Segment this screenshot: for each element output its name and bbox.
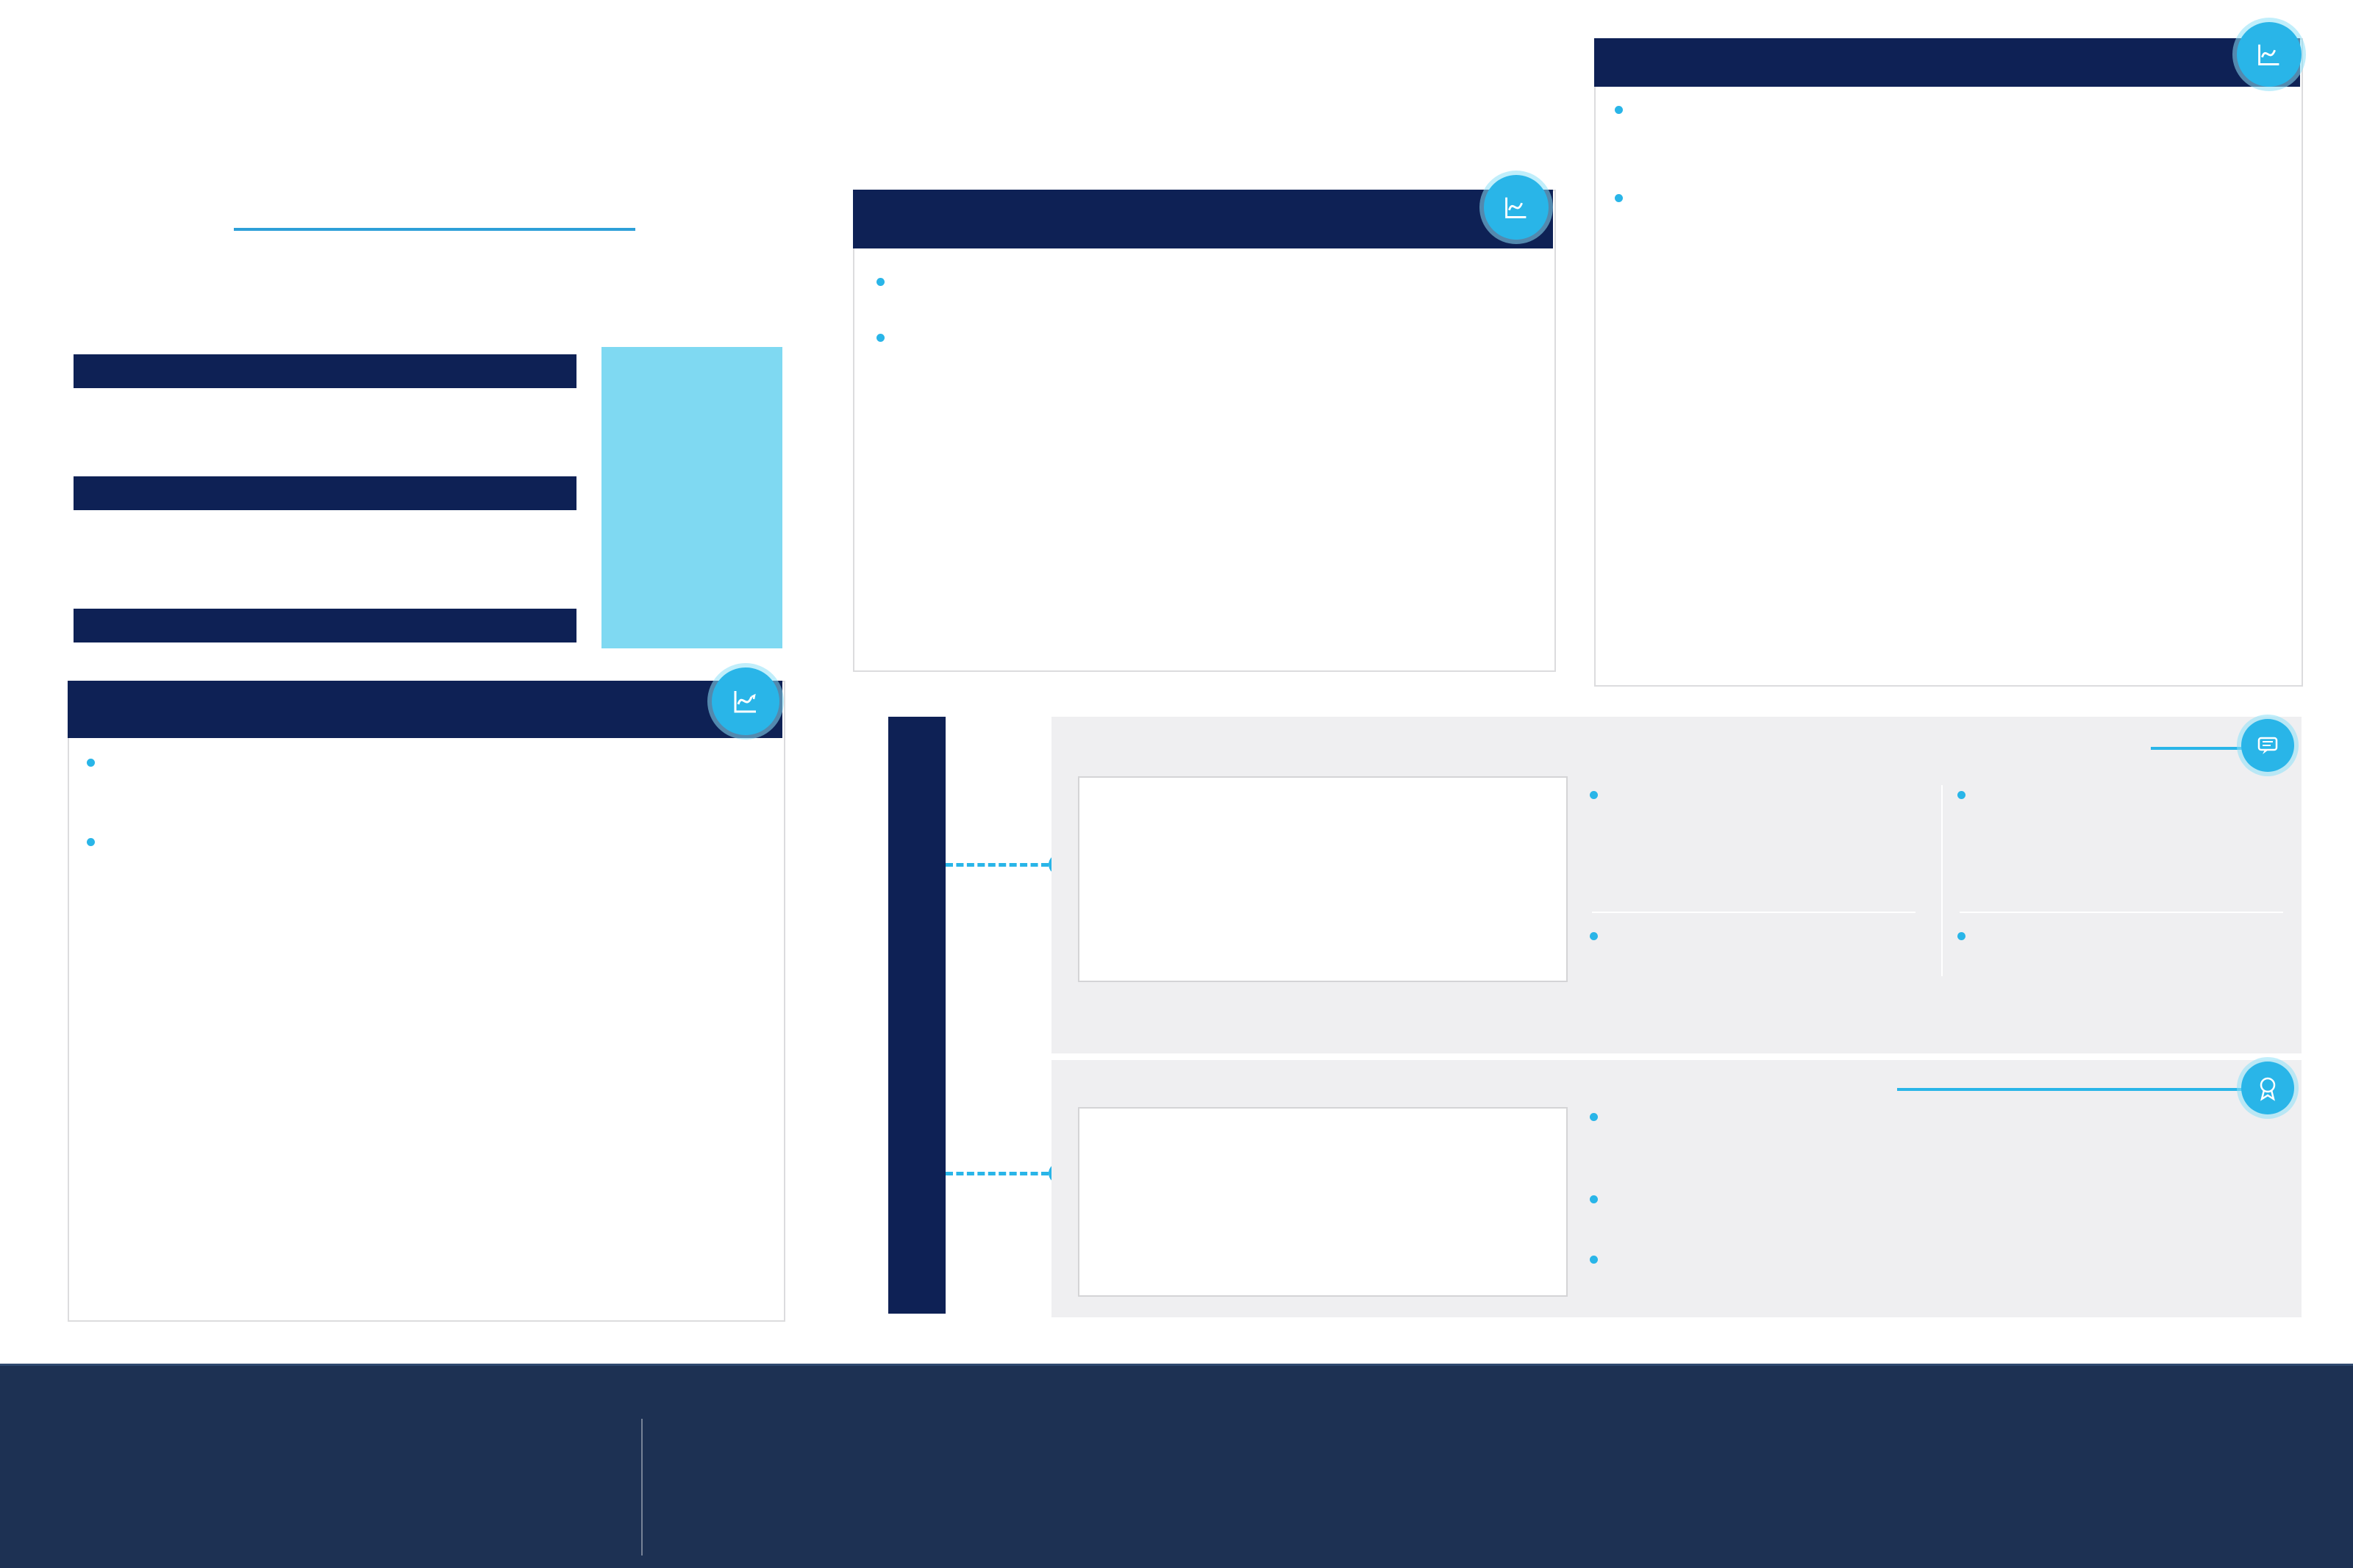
- chart-perplexity-boxplot: [1085, 797, 1210, 973]
- chart-mlm-validation-perplexity: [1122, 503, 1340, 666]
- connector-line-1: [946, 863, 1049, 867]
- chart-cluster-histogram: [1450, 797, 1560, 973]
- generation-bullet-ood: [1590, 782, 1929, 799]
- bullet-dot: [87, 838, 95, 846]
- chart-clm-validation-loss: [82, 901, 424, 1113]
- qr-code-header: [646, 85, 734, 173]
- arrow-circle-icon[interactable]: [79, 1504, 125, 1550]
- footer-divider: [641, 1419, 643, 1556]
- chart-clm-ood-perplexity: [1341, 357, 1553, 501]
- transfer-bullet-right: [1615, 185, 2288, 202]
- line-chart-glyph: [2258, 44, 2279, 65]
- award-glyph: [2260, 1077, 2276, 1101]
- bullet-dot: [1615, 106, 1623, 114]
- chart-icon: [2237, 22, 2302, 87]
- qr-code-footer: [1281, 1425, 1404, 1548]
- generation-bullet-plddt: [1590, 923, 1929, 940]
- bullet-dot: [1615, 194, 1623, 202]
- transfer-panel: [1594, 38, 2303, 687]
- scaling-bullet-2: [87, 829, 768, 846]
- chart-clm-training-loss: [882, 357, 1118, 501]
- bullet-dot: [1590, 1256, 1598, 1264]
- neurips-logo-icon: [1250, 31, 1386, 167]
- biomap-logo-icon: [751, 82, 844, 175]
- chart-icon: [712, 667, 779, 735]
- chart-clm-transfer-tokens: [1627, 279, 1950, 448]
- generation-figure: [1078, 776, 1568, 982]
- bullet-dot: [1590, 1195, 1598, 1203]
- results-band: [888, 717, 946, 1314]
- chart-mlm-validation-loss: [430, 901, 772, 1113]
- data-hungry-bullet-1: [876, 269, 1531, 286]
- contribution-1-bar: [74, 354, 576, 388]
- understanding-bullet-fluorescence: [1590, 1247, 2292, 1264]
- contribution-2-bar: [74, 476, 576, 510]
- chart-mlm-loss-flops: [1954, 451, 2297, 678]
- chart-tmscore-contour: [1315, 797, 1447, 973]
- chart-clm-loss-flops: [1954, 228, 2297, 448]
- understanding-rule: [1897, 1088, 2261, 1091]
- divider: [1960, 912, 2283, 913]
- line-chart-glyph: [1505, 197, 1527, 218]
- chat-glyph: [2257, 737, 2278, 754]
- bullet-dot: [1590, 932, 1598, 940]
- chart-clm-validation-perplexity: [1122, 357, 1340, 501]
- chart-contact-prediction: [1084, 1113, 1238, 1288]
- chart-plddt-boxplot: [1215, 797, 1310, 973]
- results-box: [601, 347, 782, 648]
- contribution-3-bar: [74, 609, 576, 642]
- molecule-icon: [662, 197, 772, 322]
- bullet-dot: [1590, 791, 1598, 799]
- understanding-figure: [1078, 1107, 1568, 1297]
- data-hungry-panel: [853, 190, 1556, 672]
- transfer-bullet-left: [1615, 97, 2288, 114]
- chart-icon: [1484, 175, 1549, 240]
- chat-icon: [2241, 719, 2294, 772]
- bullet-dot: [876, 278, 885, 286]
- footer-bar: [0, 1364, 2353, 1568]
- connector-line-2: [946, 1172, 1049, 1175]
- chart-mlm-ood-perplexity: [1341, 503, 1553, 666]
- network-decoration: [1397, 1366, 2353, 1568]
- bullet-dot: [87, 759, 95, 767]
- divider: [1941, 785, 1943, 976]
- data-hungry-header: [853, 190, 1553, 248]
- understanding-bullet-fold: [1590, 1186, 2292, 1203]
- abstract-rule: [234, 228, 635, 231]
- chart-fluorescence-prediction: [1402, 1113, 1559, 1288]
- data-hungry-bullet-2: [876, 325, 1531, 342]
- divider: [1592, 912, 1915, 913]
- badge-icon: [2241, 1062, 2294, 1114]
- generation-rule: [2151, 747, 2261, 750]
- generation-bullet-diversity: [1957, 923, 2294, 940]
- chart-optimal-model-size: [82, 1119, 424, 1311]
- scaling-law-header: [68, 681, 782, 738]
- chart-mlm-training-loss: [882, 503, 1118, 666]
- generation-bullet-foldseek: [1957, 782, 2294, 799]
- chart-optimal-data-size: [430, 1119, 772, 1311]
- bullet-dot: [1590, 1113, 1598, 1121]
- understanding-bullet-contact: [1590, 1104, 2292, 1121]
- transfer-header: [1594, 38, 2300, 87]
- bullet-dot: [876, 334, 885, 342]
- line-chart-glyph: [734, 691, 756, 713]
- bullet-dot: [1957, 791, 1965, 799]
- scaling-bullet-1: [87, 750, 768, 767]
- scaling-law-panel: [68, 681, 785, 1322]
- chart-mlm-transfer-tokens: [1627, 454, 1950, 675]
- bullet-dot: [1957, 932, 1965, 940]
- chart-fold-classification: [1243, 1113, 1397, 1288]
